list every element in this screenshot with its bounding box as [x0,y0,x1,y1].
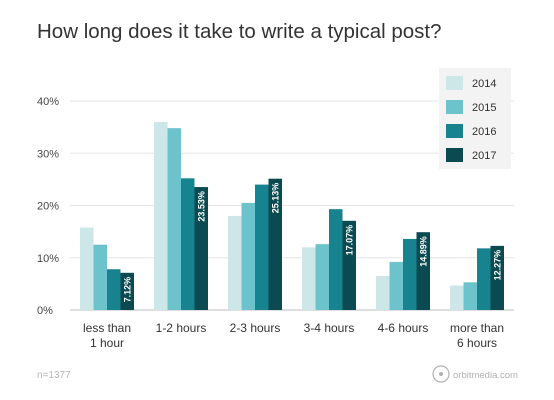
bar [416,232,430,310]
data-label: 17.07% [345,225,355,256]
orbit-logo-dot [439,372,443,376]
bar [450,285,464,310]
bar [342,220,356,310]
legend-swatch [446,100,463,114]
category-label-line: 1-2 hours [156,321,207,335]
bar [80,227,94,310]
bar [107,269,121,310]
orbit-logo-icon [432,365,450,383]
category-label-line: less than [83,321,131,335]
data-label: 12.27% [493,250,503,281]
y-tick-label: 20% [37,201,59,213]
category-label-line: more than [450,321,504,335]
bar [389,261,403,310]
data-label: 14.89% [419,236,429,267]
bar [120,272,134,310]
category-label: 1-2 hours [156,321,207,335]
bar [315,244,329,310]
bars [80,121,504,311]
bar [181,178,195,310]
category-label-line: 6 hours [457,336,497,350]
data-label: 23.53% [197,191,207,222]
bar [194,187,208,310]
legend-label: 2015 [472,102,496,114]
y-axis-ticks: 0% 10% 20% 30% 40% [37,96,59,317]
bar [376,276,390,310]
bar [255,184,269,310]
bar [329,209,343,310]
bar [241,202,255,310]
sample-size-note: n=1377 [37,370,71,381]
category-label: more than 6 hours [450,321,504,350]
category-label: 4-6 hours [378,321,429,335]
legend-label: 2016 [472,126,496,138]
category-label: 2-3 hours [230,321,281,335]
legend-swatch [446,124,463,138]
data-labels: 7.12% 23.53% 25.13% 17.07% 14.89% 12.27% [123,183,503,303]
bar [302,247,316,310]
category-label: 3-4 hours [304,321,355,335]
y-tick-label: 0% [37,305,53,317]
brand-text: orbitmedia.com [453,370,518,381]
y-tick-label: 10% [37,253,59,265]
bar [403,238,417,310]
data-label: 7.12% [123,277,133,303]
category-label-line: 2-3 hours [230,321,281,335]
legend-swatch [446,76,463,90]
category-label-line: 4-6 hours [378,321,429,335]
bar [154,121,168,311]
category-label-line: 3-4 hours [304,321,355,335]
bar [167,128,181,310]
chart-title: How long does it take to write a typical… [37,20,442,43]
category-label: less than 1 hour [83,321,131,350]
bar [477,248,491,310]
legend-swatch [446,148,463,162]
legend-label: 2014 [472,78,496,90]
y-tick-label: 30% [37,148,59,160]
bar [463,282,477,310]
bar [93,244,107,310]
y-tick-label: 40% [37,96,59,108]
bar [268,178,282,310]
category-label-line: 1 hour [90,336,124,350]
orbitmedia-logo: orbitmedia.com [432,365,518,383]
bar [490,245,504,310]
legend-label: 2017 [472,150,496,162]
data-label: 25.13% [271,183,281,214]
bar [228,215,242,310]
legend: 2014 2015 2016 2017 [439,68,511,169]
x-axis-categories: less than 1 hour 1-2 hours 2-3 hours 3-4 hou… [83,321,504,350]
